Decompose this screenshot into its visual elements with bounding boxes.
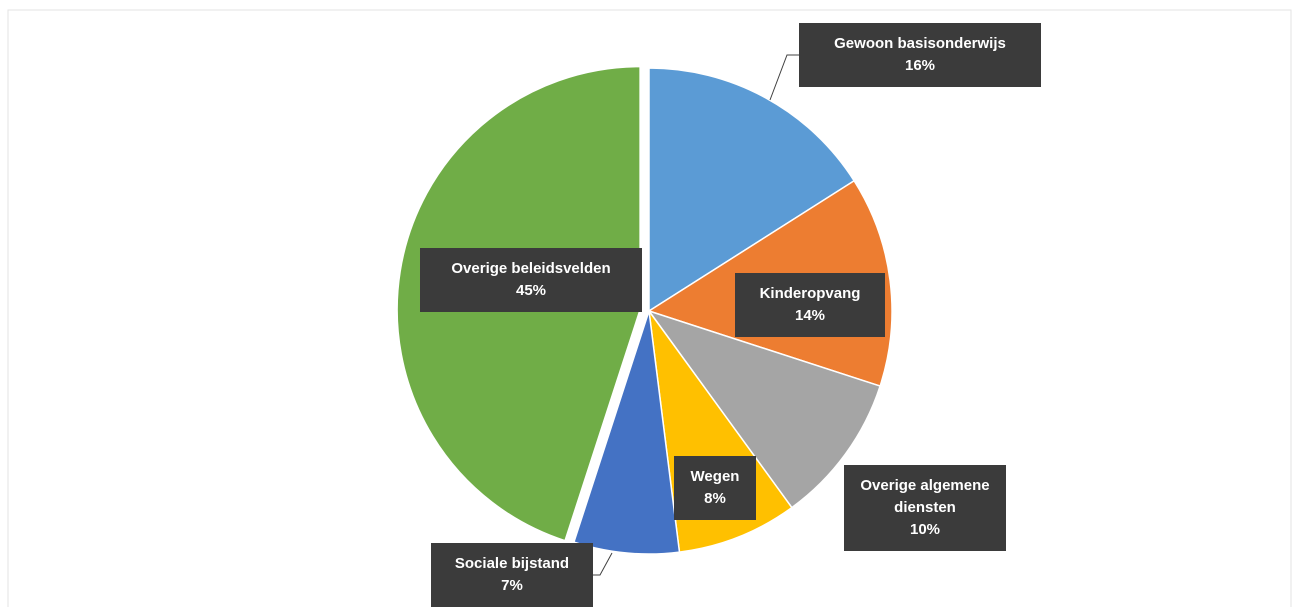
data-label: Kinderopvang 14% [735, 273, 885, 337]
label-value: 7% [501, 577, 523, 594]
label-value: 16% [904, 57, 936, 74]
label-value: 10% [909, 521, 941, 538]
data-label: Sociale bijstand 7% [431, 543, 593, 607]
leader-line [592, 552, 613, 576]
data-label: Overige algemene diensten 10% [844, 465, 1006, 551]
pie-slice [647, 309, 882, 509]
data-label: Overige beleidsvelden 45% [420, 248, 642, 312]
data-label: Wegen 8% [674, 456, 756, 520]
label-name: Kinderopvang [759, 285, 861, 302]
leader-line [769, 54, 800, 101]
label-name: Overige algemene diensten [860, 477, 990, 516]
label-value: 45% [515, 282, 547, 299]
label-name: Wegen [690, 468, 740, 485]
label-name: Overige beleidsvelden [451, 260, 611, 277]
label-name: Sociale bijstand [454, 555, 570, 572]
chart-frame [7, 9, 1292, 607]
pie-slice [648, 67, 856, 313]
label-name: Gewoon basisonderwijs [834, 35, 1006, 52]
label-value: 8% [704, 490, 726, 507]
pie-slice [572, 310, 681, 555]
label-value: 14% [794, 307, 826, 324]
data-label: Gewoon basisonderwijs 16% [799, 23, 1041, 87]
